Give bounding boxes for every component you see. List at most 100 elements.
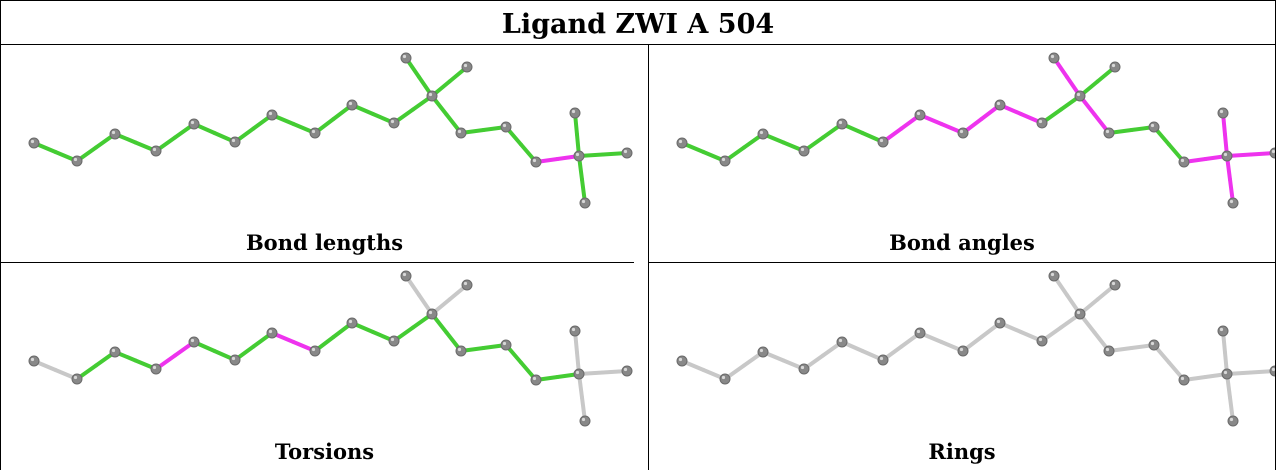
atom-C16 [530,156,542,168]
table-rule-under-title [0,44,1276,45]
atom-C8 [309,345,321,357]
atom-highlight-C6 [879,138,884,143]
atom-C11 [1074,90,1086,102]
molecule-bond-angles [676,52,1275,209]
atom-C16 [1178,156,1190,168]
atom-highlight-C12 [1050,54,1055,59]
atom-C6 [877,354,889,366]
atom-C7 [914,109,926,121]
atom-highlight-C15 [1150,341,1155,346]
atom-highlight-C17 [1223,370,1228,375]
atom-C3 [757,346,769,358]
atom-highlight-C17 [1223,152,1228,157]
atom-C20 [1227,197,1239,209]
atom-C9 [346,99,358,111]
atom-C15 [500,121,512,133]
atom-C20 [579,415,591,427]
atom-C18 [569,325,581,337]
atom-C9 [994,99,1006,111]
atom-highlight-C3 [111,130,116,135]
atom-highlight-C20 [1229,199,1234,204]
atom-C12 [400,52,412,64]
atom-highlight-C13 [1111,281,1116,286]
atom-highlight-C13 [463,281,468,286]
atom-C17 [573,368,585,380]
atom-C19 [1269,147,1275,159]
atom-highlight-C6 [231,356,236,361]
atom-highlight-C3 [759,130,764,135]
atom-C17 [1221,368,1233,380]
table-divider-center [648,44,649,470]
atom-C9 [346,317,358,329]
atom-C4 [150,363,162,375]
atom-C18 [569,107,581,119]
atom-highlight-C18 [571,327,576,332]
atom-C7 [266,109,278,121]
atom-highlight-C8 [311,129,316,134]
atom-highlight-C17 [575,370,580,375]
atom-C12 [1048,52,1060,64]
atom-C19 [621,147,633,159]
molecule-bond-lengths [28,52,633,209]
atom-C10 [388,117,400,129]
atom-C14 [455,345,467,357]
atom-highlight-C12 [402,54,407,59]
atom-highlight-C19 [623,149,628,154]
atom-C11 [426,90,438,102]
atom-highlight-C13 [1111,63,1116,68]
table-border-top [0,0,1276,1]
table-border-left [0,0,1,470]
atom-highlight-C7 [268,329,273,334]
atom-highlight-C18 [571,109,576,114]
atom-highlight-C19 [623,367,628,372]
atom-highlight-C7 [916,329,921,334]
atom-highlight-C10 [1038,337,1043,342]
atom-highlight-C20 [1229,417,1234,422]
atom-C6 [877,136,889,148]
atom-C14 [1103,127,1115,139]
atom-C18 [1217,325,1229,337]
atom-highlight-C3 [759,348,764,353]
atom-C12 [400,270,412,282]
atom-C18 [1217,107,1229,119]
atom-highlight-C9 [348,319,353,324]
atom-highlight-C4 [152,147,157,152]
atom-C15 [1148,339,1160,351]
atom-highlight-C9 [348,101,353,106]
atom-C9 [994,317,1006,329]
atom-C2 [719,373,731,385]
atom-highlight-C9 [996,319,1001,324]
panel-bond-angles: Bond angles [649,45,1275,262]
atom-highlight-C2 [721,157,726,162]
atom-highlight-C5 [838,120,843,125]
atom-highlight-C20 [581,199,586,204]
atom-C16 [530,374,542,386]
atom-highlight-C11 [428,310,433,315]
atom-highlight-C1 [30,357,35,362]
atom-C10 [388,335,400,347]
atom-C8 [957,345,969,357]
atom-highlight-C19 [1271,367,1275,372]
atom-C3 [109,128,121,140]
atom-highlight-C15 [502,123,507,128]
atom-highlight-C7 [916,111,921,116]
atom-C14 [1103,345,1115,357]
atom-highlight-C10 [1038,119,1043,124]
atom-highlight-C2 [73,157,78,162]
atom-highlight-C15 [1150,123,1155,128]
atom-C15 [1148,121,1160,133]
atom-C1 [28,355,40,367]
atom-highlight-C11 [428,92,433,97]
atom-highlight-C11 [1076,92,1081,97]
atom-highlight-C7 [268,111,273,116]
atom-C13 [1109,61,1121,73]
atom-highlight-C1 [678,357,683,362]
atom-highlight-C12 [1050,272,1055,277]
atom-C14 [455,127,467,139]
atom-C17 [573,150,585,162]
atom-highlight-C2 [721,375,726,380]
atom-highlight-C12 [402,272,407,277]
atom-highlight-C8 [959,347,964,352]
atom-C1 [676,137,688,149]
